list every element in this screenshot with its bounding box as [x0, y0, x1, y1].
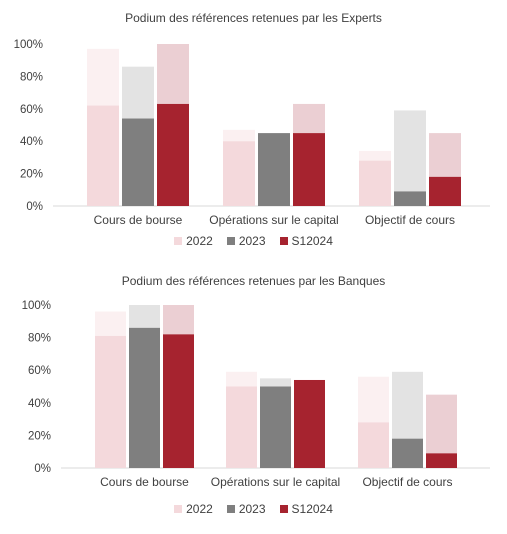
x-category-label-operations-sur-le-capital: Opérations sur le capital: [209, 213, 338, 227]
y-tick-label-0: 0%: [26, 201, 43, 213]
legend-label-2022: 2022: [186, 502, 213, 516]
bar-total-cours-de-bourse-2022: [95, 311, 126, 336]
bar-operations-sur-le-capital-2023: [260, 386, 291, 468]
bar-total-cours-de-bourse-2023: [129, 305, 160, 328]
bar-total-operations-sur-le-capital-s12024: [293, 103, 325, 134]
y-tick-label-80: 80%: [28, 333, 51, 345]
y-tick-label-60: 60%: [20, 104, 43, 116]
legend-swatch-2022: [174, 505, 183, 513]
legend-item-2022: 2022: [174, 502, 213, 516]
y-tick-label-40: 40%: [20, 136, 43, 148]
y-tick-label-0: 0%: [34, 463, 51, 475]
bar-objectif-de-cours-2022: [358, 422, 389, 468]
legend-item-2022: 2022: [174, 234, 213, 248]
bar-total-objectif-de-cours-s12024: [426, 394, 457, 454]
bar-total-cours-de-bourse-2023: [122, 66, 154, 119]
y-tick-label-100: 100%: [22, 300, 51, 312]
bar-operations-sur-le-capital-s12024: [293, 133, 325, 206]
y-tick-label-100: 100%: [14, 39, 43, 51]
y-tick-label-80: 80%: [20, 71, 43, 83]
bar-cours-de-bourse-2022: [95, 335, 126, 468]
legend-label-s12024: S12024: [291, 502, 333, 516]
legend-label-2023: 2023: [238, 502, 266, 516]
bar-total-cours-de-bourse-s12024: [157, 44, 189, 104]
bar-total-cours-de-bourse-2022: [87, 48, 119, 106]
legend-swatch-2023: [226, 505, 235, 513]
x-category-label-cours-de-bourse: Cours de bourse: [100, 475, 189, 489]
bar-total-operations-sur-le-capital-2022: [226, 371, 257, 387]
experts-chart-plot: 0% 20% 40% 60% 80% 100% Cours de bourse Opérati…: [14, 39, 490, 227]
x-category-label-operations-sur-le-capital: Opérations sur le capital: [211, 475, 340, 489]
legend-swatch-2022: [174, 237, 183, 245]
bar-operations-sur-le-capital-2022: [226, 386, 257, 468]
legend-item-s12024: S12024: [279, 502, 333, 516]
legend-label-2022: 2022: [186, 234, 213, 248]
y-tick-label-20: 20%: [28, 430, 51, 442]
y-tick-label-40: 40%: [28, 398, 51, 410]
bar-total-cours-de-bourse-s12024: [163, 305, 194, 335]
experts-chart-title: Podium des références retenues par les E…: [125, 11, 382, 25]
x-category-label-objectif-de-cours: Objectif de cours: [362, 475, 452, 489]
bar-total-operations-sur-le-capital-2023: [260, 378, 291, 387]
legend-swatch-s12024: [279, 237, 288, 245]
legend-label-2023: 2023: [238, 234, 266, 248]
legend-item-s12024: S12024: [279, 234, 333, 248]
legend-swatch-s12024: [279, 505, 288, 513]
bar-total-objectif-de-cours-2022: [358, 376, 389, 423]
bar-objectif-de-cours-2023: [394, 191, 426, 206]
bar-operations-sur-le-capital-2022: [223, 141, 255, 206]
experts-legend: 2022 2023 S12024: [0, 234, 507, 248]
bar-operations-sur-le-capital-s12024: [294, 379, 325, 468]
bar-cours-de-bourse-2023: [122, 118, 154, 206]
bar-total-objectif-de-cours-s12024: [429, 133, 461, 177]
experts-chart: Podium des références retenues par les E…: [0, 0, 507, 262]
legend-label-s12024: S12024: [291, 234, 333, 248]
bar-objectif-de-cours-2023: [392, 438, 423, 468]
bar-total-objectif-de-cours-2022: [359, 150, 391, 161]
bar-total-operations-sur-le-capital-2022: [223, 129, 255, 142]
bar-cours-de-bourse-2022: [87, 105, 119, 206]
banques-chart: Podium des références retenues par les B…: [0, 262, 507, 534]
bar-operations-sur-le-capital-2023: [258, 133, 290, 206]
bar-total-objectif-de-cours-2023: [394, 110, 426, 192]
bar-objectif-de-cours-s12024: [426, 453, 457, 468]
bar-cours-de-bourse-2023: [129, 327, 160, 468]
y-tick-label-20: 20%: [20, 169, 43, 181]
y-tick-label-60: 60%: [28, 365, 51, 377]
legend-item-2023: 2023: [226, 502, 266, 516]
bar-total-objectif-de-cours-2023: [392, 371, 423, 439]
bar-objectif-de-cours-s12024: [429, 176, 461, 206]
banques-legend: 2022 2023 S12024: [0, 502, 507, 516]
legend-swatch-2023: [226, 237, 235, 245]
bar-cours-de-bourse-s12024: [163, 334, 194, 468]
bar-objectif-de-cours-2022: [359, 160, 391, 206]
x-category-label-cours-de-bourse: Cours de bourse: [94, 213, 183, 227]
legend-item-2023: 2023: [226, 234, 266, 248]
x-category-label-objectif-de-cours: Objectif de cours: [365, 213, 455, 227]
bar-cours-de-bourse-s12024: [157, 103, 189, 206]
banques-chart-title: Podium des références retenues par les B…: [121, 274, 386, 288]
banques-chart-plot: 0% 20% 40% 60% 80% 100% Cours de bourse Opérati…: [22, 300, 490, 489]
